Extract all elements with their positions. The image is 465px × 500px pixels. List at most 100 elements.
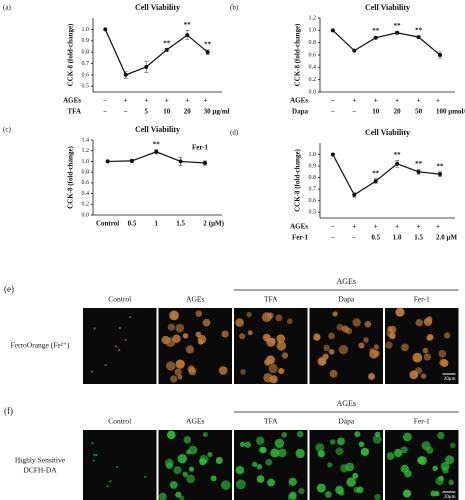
- cell: [417, 456, 425, 464]
- significance-label: **: [394, 22, 402, 30]
- cell: [374, 493, 381, 500]
- x-row-label: −: [331, 97, 335, 105]
- significance-label: **: [204, 40, 212, 48]
- chart-title: Cell Viability: [365, 3, 410, 12]
- cell: [207, 451, 213, 458]
- cell: [199, 454, 209, 464]
- cell: [109, 480, 112, 483]
- x-tick-label: 2: [203, 220, 207, 228]
- cell: [277, 448, 287, 458]
- x-row-label: −: [352, 234, 356, 242]
- cell: [269, 375, 278, 384]
- cell: [345, 327, 353, 335]
- y-tick-label: 0.0: [309, 89, 317, 95]
- data-line: [104, 29, 209, 76]
- cell: [172, 334, 181, 343]
- cell: [188, 466, 195, 472]
- cell: [179, 495, 185, 500]
- x-tick-label: 1.5: [176, 220, 185, 228]
- cell: [251, 461, 258, 468]
- panel-label: (d): [230, 129, 239, 137]
- y-tick-label: 1.0: [309, 152, 317, 158]
- column-label: TFA: [264, 417, 278, 426]
- cell: [265, 458, 273, 466]
- x-row-label: 0.5: [371, 234, 380, 242]
- y-tick-label: 0.7: [309, 187, 317, 193]
- x-row-label: +: [165, 97, 169, 105]
- data-point: [164, 47, 169, 52]
- cell: [448, 479, 454, 486]
- cell: [412, 352, 423, 363]
- cell: [427, 333, 434, 341]
- cell: [221, 330, 229, 338]
- cell: [445, 455, 455, 465]
- y-tick-label: 0.9: [82, 38, 90, 44]
- cell: [276, 341, 287, 351]
- cell: [328, 332, 335, 340]
- cell: [175, 323, 185, 333]
- cell: [274, 438, 285, 449]
- x-row-name: Dapa: [292, 108, 308, 116]
- cell: [286, 318, 293, 325]
- cell: [345, 462, 355, 472]
- chart-title: Cell Viability: [135, 3, 180, 12]
- y-tick-label: 1.0: [309, 28, 317, 34]
- cell: [220, 480, 231, 490]
- micrograph: [83, 430, 157, 500]
- x-unit: (μM): [209, 220, 225, 228]
- cell: [335, 447, 344, 456]
- cell: [144, 475, 147, 479]
- cell: [278, 368, 285, 375]
- cell: [173, 466, 182, 475]
- x-row-label: −: [331, 223, 335, 231]
- x-row-label: +: [124, 97, 128, 105]
- cell: [246, 311, 252, 318]
- cell: [364, 320, 372, 328]
- cell: [329, 369, 338, 378]
- scale-label: 20μm: [444, 377, 456, 382]
- y-axis-label: CCK-8 (fold-change): [294, 148, 302, 211]
- data-point: [129, 158, 134, 163]
- cell: [402, 432, 412, 442]
- row-label: DCFH-DA: [23, 466, 57, 475]
- cell: [185, 345, 195, 354]
- data-point: [154, 149, 159, 154]
- cell: [165, 361, 176, 371]
- cell: [166, 430, 176, 440]
- cell: [188, 367, 197, 376]
- scale-label: 20μm: [444, 495, 456, 500]
- row-label: Highly Sensitive: [15, 456, 66, 465]
- cell: [426, 446, 434, 454]
- x-row-label: +: [352, 97, 356, 105]
- cell: [128, 316, 132, 319]
- x-row-label: 50: [415, 108, 423, 116]
- data-point: [352, 192, 357, 197]
- x-row-label: 5: [144, 108, 148, 116]
- cell: [202, 431, 208, 438]
- column-label: Fer-1: [414, 417, 430, 426]
- y-tick-label: 0.5: [309, 210, 317, 216]
- y-tick-label: 0.7: [82, 61, 90, 67]
- significance-label: **: [163, 39, 171, 47]
- cell: [175, 359, 185, 369]
- data-line: [332, 154, 441, 196]
- cell: [161, 335, 170, 345]
- y-axis-label: CCK-8 (fold-change): [67, 145, 75, 208]
- cell: [198, 339, 204, 345]
- cell: [400, 446, 408, 454]
- cell: [336, 323, 344, 331]
- panel-label: (e): [4, 284, 14, 294]
- x-row-label: −: [103, 97, 107, 105]
- cell: [316, 483, 326, 493]
- cell: [124, 338, 127, 342]
- cell: [183, 435, 192, 444]
- cell: [323, 344, 330, 352]
- column-label: TFA: [264, 295, 278, 304]
- cell: [93, 453, 96, 457]
- x-row-label: 30 μg/ml: [204, 108, 230, 116]
- x-tick-label: 1: [155, 220, 159, 228]
- cell: [296, 430, 304, 438]
- cell: [268, 363, 278, 374]
- cell: [363, 337, 369, 343]
- x-row-label: +: [395, 223, 399, 231]
